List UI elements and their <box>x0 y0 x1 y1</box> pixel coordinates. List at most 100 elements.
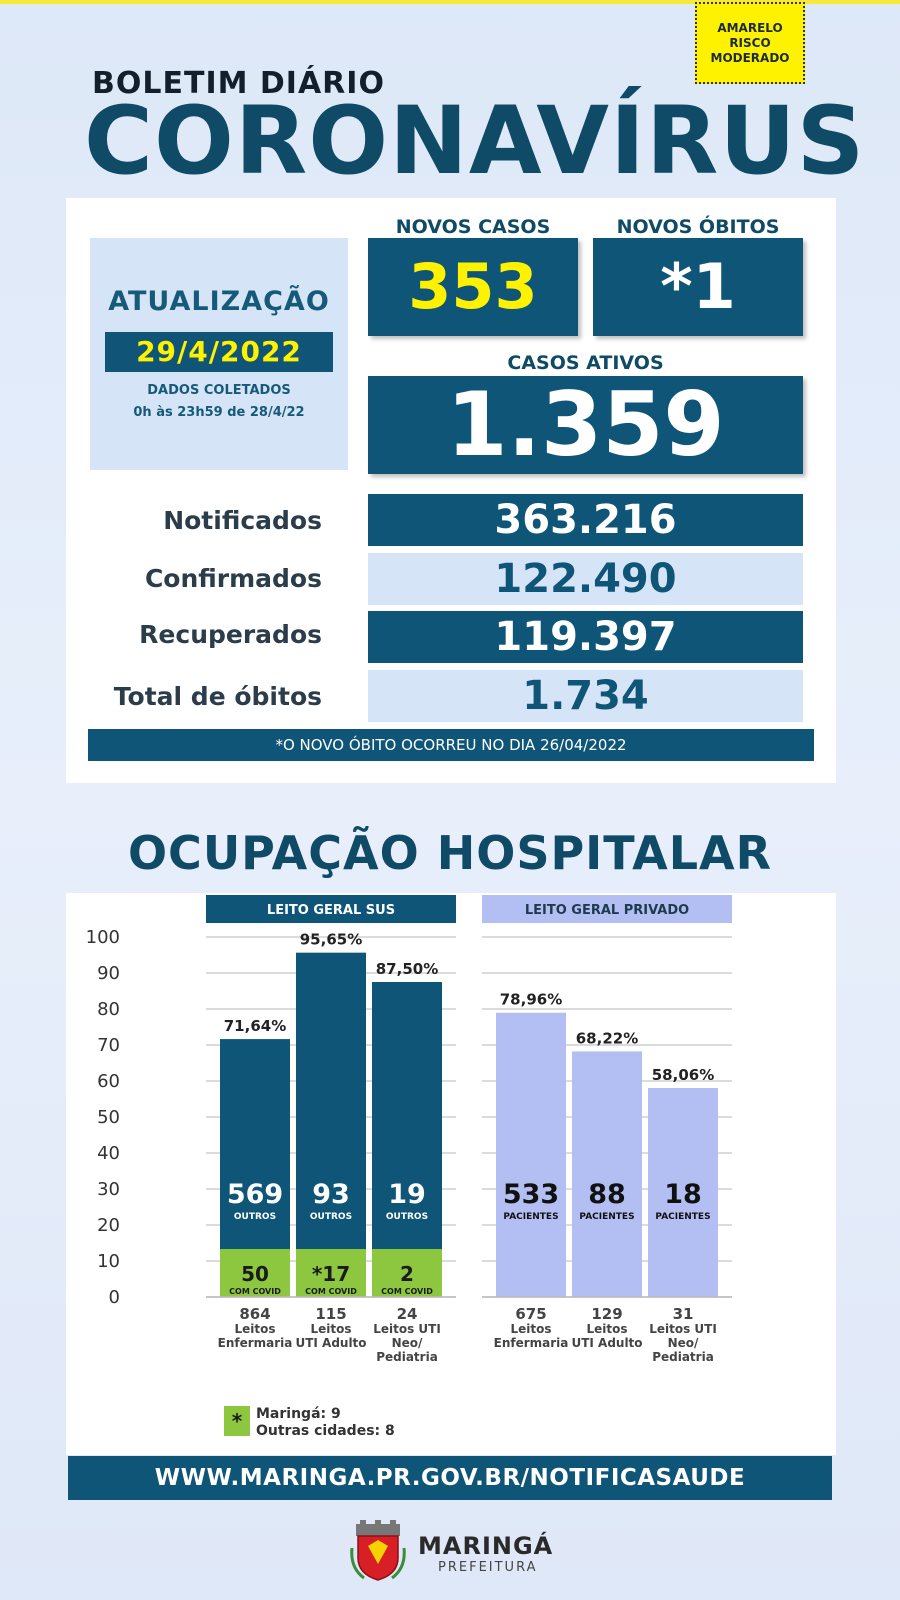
total-deaths-label: Total de óbitos <box>113 682 322 711</box>
covid-segment <box>220 1249 290 1297</box>
y-tick-label: 50 <box>97 1107 120 1128</box>
bed-total-label: 129 <box>591 1305 622 1323</box>
death-footnote: *O NOVO ÓBITO OCORREU NO DIA 26/04/2022 <box>88 729 814 761</box>
bar-count-label: 569 <box>227 1179 283 1210</box>
bar-count-label: 88 <box>588 1179 626 1210</box>
bar-count-label: 533 <box>503 1179 559 1210</box>
new-cases-label: NOVOS CASOS <box>395 216 551 238</box>
bed-total-label: 115 <box>315 1305 346 1323</box>
bulletin-title: CORONAVÍRUS <box>84 87 866 196</box>
y-tick-label: 20 <box>97 1215 120 1236</box>
collected-range: 0h às 23h59 de 28/4/22 <box>133 405 305 420</box>
bed-category-label: UTI Adulto <box>571 1336 642 1350</box>
new-cases-value: 353 <box>368 238 578 336</box>
bed-category-label: Neo/ <box>668 1336 699 1350</box>
active-cases-label: CASOS ATIVOS <box>507 352 664 374</box>
bar <box>496 1012 566 1297</box>
bed-total-label: 31 <box>673 1305 694 1323</box>
y-tick-label: 60 <box>97 1071 120 1092</box>
bed-category-label: Neo/ <box>392 1336 423 1350</box>
bar-count-caption: PACIENTES <box>655 1212 710 1222</box>
active-cases-value: 1.359 <box>368 376 803 474</box>
bar <box>372 982 442 1297</box>
bar-percent-label: 68,22% <box>576 1029 638 1047</box>
y-tick-label: 40 <box>97 1143 120 1164</box>
bed-total-label: 24 <box>397 1305 418 1323</box>
y-tick-label: 10 <box>97 1251 120 1272</box>
bar-percent-label: 58,06% <box>652 1066 714 1084</box>
group-header <box>206 895 456 923</box>
bar <box>572 1051 642 1297</box>
hospital-section-title: OCUPAÇÃO HOSPITALAR <box>127 826 773 880</box>
bed-category-label: Leitos <box>310 1322 351 1336</box>
bar-percent-label: 71,64% <box>224 1017 286 1035</box>
y-tick-label: 80 <box>97 999 120 1020</box>
bar <box>648 1087 718 1297</box>
bar-count-caption: OUTROS <box>310 1212 352 1222</box>
notified-value: 363.216 <box>368 494 803 546</box>
group-title: LEITO GERAL PRIVADO <box>525 903 689 918</box>
y-tick-label: 70 <box>97 1035 120 1056</box>
collected-label: DADOS COLETADOS <box>147 383 291 398</box>
bar-percent-label: 87,50% <box>376 960 438 978</box>
bed-category-label: UTI Adulto <box>295 1336 366 1350</box>
risk-line-3: MODERADO <box>710 50 790 65</box>
legend-line: Maringá: 9 <box>256 1406 341 1422</box>
legend-line: Outras cidades: 8 <box>256 1423 395 1439</box>
group-title: LEITO GERAL SUS <box>267 903 395 918</box>
y-tick-label: 90 <box>97 963 120 984</box>
notified-label: Notificados <box>163 506 322 535</box>
confirmed-value: 122.490 <box>368 553 803 605</box>
bed-category-label: Leitos <box>234 1322 275 1336</box>
bed-category-label: Leitos UTI <box>649 1322 717 1336</box>
update-date: 29/4/2022 <box>105 332 333 372</box>
bar-percent-label: 95,65% <box>300 931 362 949</box>
covid-caption: COM COVID <box>229 1287 281 1296</box>
maringa-coat-of-arms-icon <box>350 1520 406 1581</box>
bulletin-subtitle: BOLETIM DIÁRIO <box>92 66 385 101</box>
covid-count-label: 2 <box>400 1262 414 1286</box>
risk-line-1: AMARELO <box>717 20 783 35</box>
new-deaths-value: *1 <box>593 238 803 336</box>
bar-count-caption: OUTROS <box>386 1212 428 1222</box>
recovered-value: 119.397 <box>368 611 803 663</box>
bar <box>296 952 366 1297</box>
bed-total-label: 864 <box>239 1305 270 1323</box>
bed-category-label: Enfermaria <box>218 1336 293 1350</box>
y-tick-label: 100 <box>86 927 120 948</box>
bed-category-label: Pediatria <box>652 1350 714 1364</box>
recovered-label: Recuperados <box>139 620 322 649</box>
bar-count-caption: OUTROS <box>234 1212 276 1222</box>
bed-category-label: Leitos <box>586 1322 627 1336</box>
group-header <box>482 895 732 923</box>
covid-segment <box>296 1249 366 1297</box>
bar-count-caption: PACIENTES <box>579 1212 634 1222</box>
top-accent-line <box>0 0 900 4</box>
covid-count-label: *17 <box>312 1262 350 1286</box>
covid-caption: COM COVID <box>381 1287 433 1296</box>
update-title: ATUALIZAÇÃO <box>108 286 330 317</box>
legend-symbol: * <box>232 1409 243 1433</box>
covid-segment <box>372 1249 442 1297</box>
y-tick-label: 0 <box>109 1287 120 1308</box>
bar-percent-label: 78,96% <box>500 991 562 1009</box>
bar-count-label: 93 <box>312 1179 350 1210</box>
city-name: MARINGÁ <box>418 1532 554 1560</box>
bed-category-label: Leitos UTI <box>373 1322 441 1336</box>
covid-caption: COM COVID <box>305 1287 357 1296</box>
confirmed-label: Confirmados <box>144 564 322 593</box>
bed-category-label: Leitos <box>510 1322 551 1336</box>
total-deaths-value: 1.734 <box>368 670 803 722</box>
bar-count-label: 19 <box>388 1179 426 1210</box>
legend-swatch <box>224 1406 250 1436</box>
bed-category-label: Enfermaria <box>494 1336 569 1350</box>
y-tick-label: 30 <box>97 1179 120 1200</box>
bar-count-label: 18 <box>664 1179 702 1210</box>
hospital-occupancy-chart: 0 10 20 30 40 50 60 70 80 90 100 LEITO GERAL SUS 71,… <box>86 895 732 1439</box>
new-deaths-label: NOVOS ÓBITOS <box>616 216 780 238</box>
website-url-bar[interactable]: WWW.MARINGA.PR.GOV.BR/NOTIFICASAUDE <box>68 1456 832 1500</box>
covid-count-label: 50 <box>241 1262 269 1286</box>
risk-level-badge: AMARELO RISCO MODERADO <box>695 2 805 84</box>
bar-count-caption: PACIENTES <box>503 1212 558 1222</box>
bed-total-label: 675 <box>515 1305 546 1323</box>
